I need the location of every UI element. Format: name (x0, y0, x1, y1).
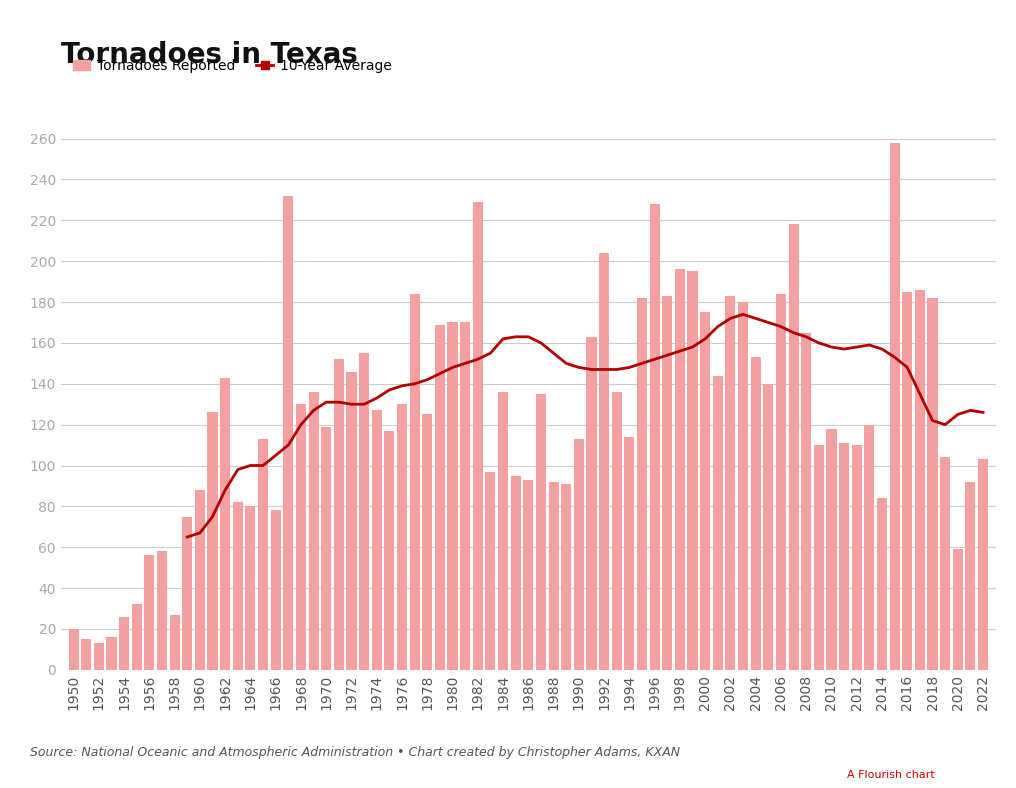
Bar (763, 384, 773, 670)
Bar (435, 325, 445, 670)
Bar (119, 617, 129, 670)
Text: A Flourish chart: A Flourish chart (847, 770, 935, 780)
Bar (182, 517, 192, 670)
Bar (978, 459, 989, 670)
Text: Tornadoes in Texas: Tornadoes in Texas (61, 41, 358, 69)
Bar (637, 298, 647, 670)
Bar (725, 296, 736, 670)
Bar (93, 643, 104, 670)
Bar (270, 511, 280, 670)
Bar (359, 353, 369, 670)
Bar (535, 394, 546, 670)
Bar (851, 445, 862, 670)
Bar (802, 333, 811, 670)
Bar (511, 476, 521, 670)
Bar (81, 639, 91, 670)
Bar (309, 392, 319, 670)
Legend: Tornadoes Reported, 10-Year Average: Tornadoes Reported, 10-Year Average (68, 54, 397, 79)
Bar (599, 253, 610, 670)
Bar (258, 439, 268, 670)
Bar (965, 481, 975, 670)
Bar (738, 302, 748, 670)
Bar (826, 429, 836, 670)
Bar (144, 556, 154, 670)
Bar (207, 412, 217, 670)
Bar (662, 296, 673, 670)
Bar (409, 294, 420, 670)
Bar (346, 371, 357, 670)
Bar (865, 425, 875, 670)
Bar (195, 490, 205, 670)
Bar (460, 322, 470, 670)
Bar (649, 204, 659, 670)
Bar (928, 298, 938, 670)
Bar (751, 357, 761, 670)
Bar (472, 202, 483, 670)
Bar (132, 604, 142, 670)
Bar (914, 290, 925, 670)
Bar (586, 336, 596, 670)
Bar (68, 629, 78, 670)
Bar (940, 457, 950, 670)
Bar (574, 439, 584, 670)
Bar (233, 502, 243, 670)
Bar (890, 143, 900, 670)
Bar (839, 443, 849, 670)
Bar (814, 445, 824, 670)
Bar (384, 431, 394, 670)
Bar (877, 498, 887, 670)
Bar (423, 414, 433, 670)
Bar (447, 322, 457, 670)
Bar (498, 392, 508, 670)
Bar (156, 552, 167, 670)
Bar (283, 196, 294, 670)
Bar (561, 484, 571, 670)
Bar (776, 294, 786, 670)
Text: Source: National Oceanic and Atmospheric Administration • Chart created by Chris: Source: National Oceanic and Atmospheric… (30, 746, 681, 760)
Bar (246, 507, 255, 670)
Bar (788, 225, 799, 670)
Bar (170, 615, 180, 670)
Bar (107, 637, 117, 670)
Bar (549, 481, 559, 670)
Bar (700, 312, 710, 670)
Bar (953, 549, 963, 670)
Bar (296, 404, 306, 670)
Bar (624, 437, 634, 670)
Bar (523, 480, 533, 670)
Bar (612, 392, 622, 670)
Bar (675, 269, 685, 670)
Bar (334, 359, 343, 670)
Bar (713, 376, 722, 670)
Bar (486, 472, 496, 670)
Bar (372, 411, 382, 670)
Bar (220, 377, 231, 670)
Bar (688, 271, 698, 670)
Bar (397, 404, 407, 670)
Bar (321, 426, 331, 670)
Bar (902, 292, 912, 670)
